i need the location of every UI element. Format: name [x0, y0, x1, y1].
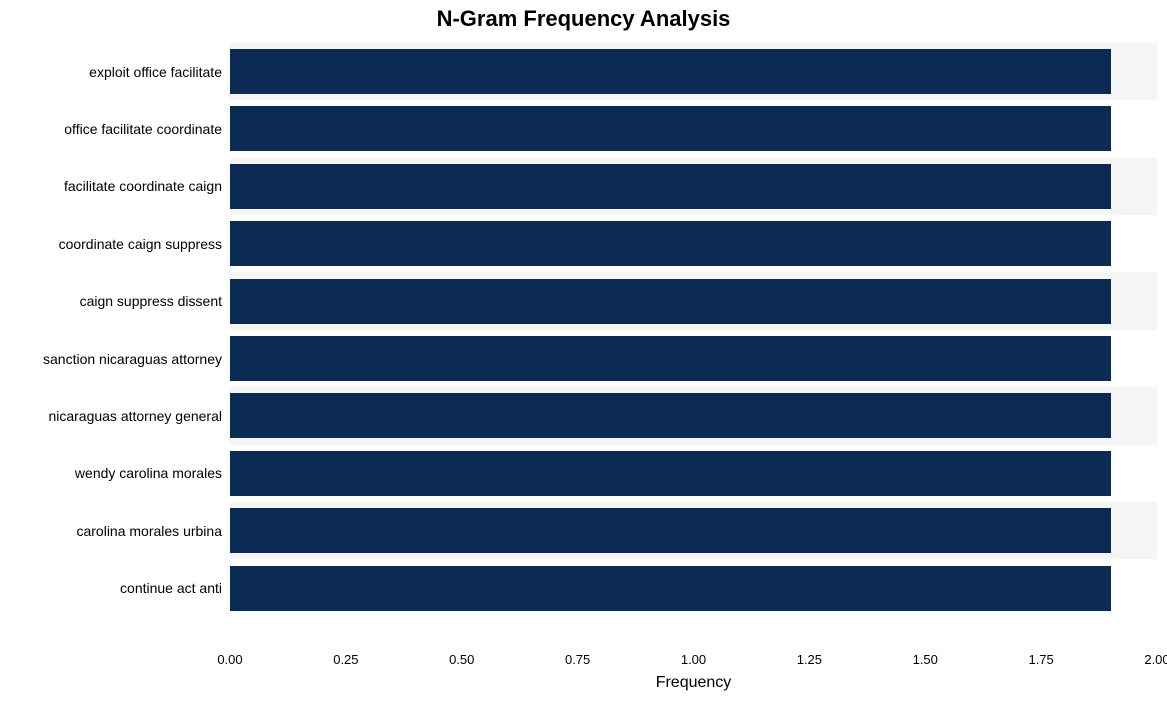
chart-bar	[230, 279, 1111, 324]
y-axis-category-label: carolina morales urbina	[76, 523, 222, 539]
chart-bar	[230, 49, 1111, 94]
x-axis-label: Frequency	[656, 674, 732, 692]
y-axis-category-label: nicaraguas attorney general	[48, 408, 222, 424]
chart-bar	[230, 221, 1111, 266]
chart-bar	[230, 451, 1111, 496]
x-axis-tick-label: 2.00	[1144, 652, 1167, 667]
x-axis-tick-label: 0.75	[565, 652, 590, 667]
x-axis-tick-label: 1.50	[913, 652, 938, 667]
y-axis-category-label: continue act anti	[120, 580, 222, 596]
y-axis-category-label: sanction nicaraguas attorney	[43, 351, 222, 367]
y-axis-category-label: coordinate caign suppress	[59, 236, 222, 252]
y-axis-category-label: office facilitate coordinate	[64, 121, 222, 137]
chart-bar	[230, 393, 1111, 438]
ngram-chart: N-Gram Frequency Analysis exploit office…	[0, 0, 1167, 701]
chart-bar	[230, 508, 1111, 553]
y-axis-category-label: facilitate coordinate caign	[64, 178, 222, 194]
chart-bar	[230, 164, 1111, 209]
y-axis-category-label: exploit office facilitate	[89, 64, 222, 80]
x-axis-tick-label: 0.00	[217, 652, 242, 667]
y-axis-category-label: wendy carolina morales	[75, 465, 222, 481]
x-axis-tick-label: 0.50	[449, 652, 474, 667]
chart-title: N-Gram Frequency Analysis	[0, 6, 1167, 32]
chart-bar	[230, 566, 1111, 611]
chart-plot-area	[230, 36, 1157, 640]
chart-bar	[230, 336, 1111, 381]
x-axis-tick-label: 0.25	[333, 652, 358, 667]
chart-bar	[230, 106, 1111, 151]
y-axis-category-label: caign suppress dissent	[80, 293, 222, 309]
x-axis-tick-label: 1.00	[681, 652, 706, 667]
x-axis-tick-label: 1.25	[797, 652, 822, 667]
x-axis-tick-label: 1.75	[1028, 652, 1053, 667]
